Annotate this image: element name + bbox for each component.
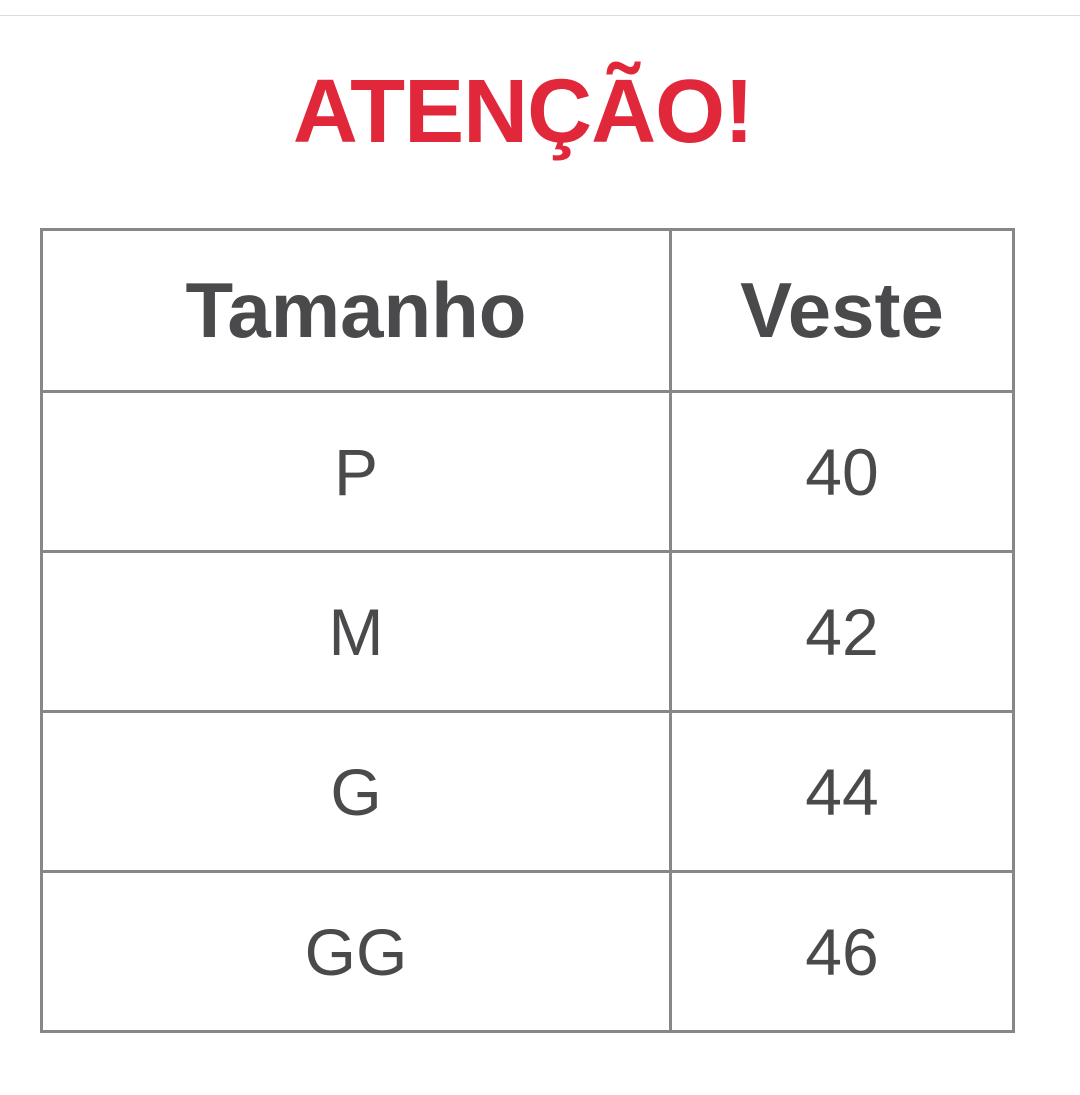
header-tamanho: Tamanho	[40, 228, 672, 393]
size-table: Tamanho Veste P 40 M 42 G 44 GG 46	[40, 228, 1015, 1033]
table-header-row: Tamanho Veste	[40, 228, 1015, 393]
size-cell: G	[40, 710, 672, 873]
size-cell: GG	[40, 870, 672, 1033]
size-cell: M	[40, 550, 672, 713]
fit-cell: 40	[669, 390, 1015, 553]
table-row: M 42	[40, 550, 1015, 713]
top-divider	[0, 15, 1080, 16]
size-cell: P	[40, 390, 672, 553]
header-veste: Veste	[669, 228, 1015, 393]
table-row: G 44	[40, 710, 1015, 873]
fit-cell: 44	[669, 710, 1015, 873]
table-row: GG 46	[40, 870, 1015, 1033]
table-row: P 40	[40, 390, 1015, 553]
fit-cell: 42	[669, 550, 1015, 713]
fit-cell: 46	[669, 870, 1015, 1033]
page-title: ATENÇÃO!	[292, 62, 754, 162]
